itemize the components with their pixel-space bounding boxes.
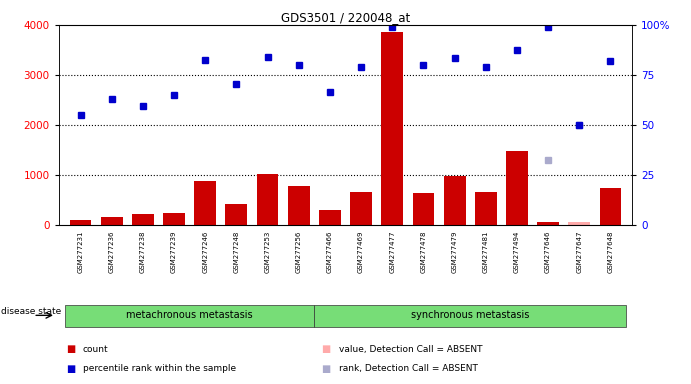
Text: ■: ■	[321, 364, 330, 374]
Text: percentile rank within the sample: percentile rank within the sample	[83, 364, 236, 373]
Text: ■: ■	[321, 344, 330, 354]
Text: disease state: disease state	[1, 306, 61, 316]
Bar	[569, 223, 590, 225]
Bar	[70, 220, 91, 225]
Bar	[350, 192, 372, 225]
Text: GSM277246: GSM277246	[202, 230, 208, 273]
Bar	[288, 186, 310, 225]
Text: count: count	[83, 345, 108, 354]
Text: GSM277239: GSM277239	[171, 230, 177, 273]
Text: GSM277469: GSM277469	[358, 230, 364, 273]
Text: ■: ■	[66, 364, 75, 374]
Title: GDS3501 / 220048_at: GDS3501 / 220048_at	[281, 11, 410, 24]
Bar	[256, 174, 278, 225]
Bar	[65, 305, 314, 327]
Bar	[163, 213, 185, 225]
Text: GSM277648: GSM277648	[607, 230, 614, 273]
Text: GSM277646: GSM277646	[545, 230, 551, 273]
Bar	[600, 188, 621, 225]
Bar	[413, 193, 435, 225]
Text: GSM277236: GSM277236	[108, 230, 115, 273]
Text: GSM277647: GSM277647	[576, 230, 583, 273]
Text: GSM277256: GSM277256	[296, 230, 302, 273]
Text: GSM277238: GSM277238	[140, 230, 146, 273]
Text: value, Detection Call = ABSENT: value, Detection Call = ABSENT	[339, 345, 482, 354]
Bar	[132, 214, 154, 225]
Bar	[475, 192, 497, 225]
Text: GSM277478: GSM277478	[420, 230, 426, 273]
Bar	[537, 222, 559, 225]
Text: rank, Detection Call = ABSENT: rank, Detection Call = ABSENT	[339, 364, 477, 373]
Text: GSM277477: GSM277477	[389, 230, 395, 273]
Bar	[101, 217, 122, 225]
Bar	[506, 151, 528, 225]
Bar	[225, 204, 247, 225]
Text: GSM277494: GSM277494	[514, 230, 520, 273]
Bar	[569, 222, 590, 225]
Bar	[381, 33, 403, 225]
Text: GSM277466: GSM277466	[327, 230, 333, 273]
Bar	[194, 181, 216, 225]
Text: metachronous metastasis: metachronous metastasis	[126, 310, 253, 320]
Text: GSM277479: GSM277479	[452, 230, 457, 273]
Text: GSM277253: GSM277253	[265, 230, 271, 273]
Text: ■: ■	[66, 344, 75, 354]
Text: GSM277231: GSM277231	[77, 230, 84, 273]
Text: GSM277248: GSM277248	[234, 230, 239, 273]
Text: GSM277481: GSM277481	[483, 230, 489, 273]
Bar	[314, 305, 626, 327]
Text: synchronous metastasis: synchronous metastasis	[411, 310, 529, 320]
Bar	[319, 210, 341, 225]
Bar	[444, 176, 466, 225]
